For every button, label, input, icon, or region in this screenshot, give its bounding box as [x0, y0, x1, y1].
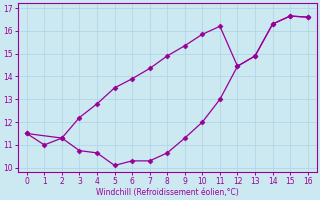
X-axis label: Windchill (Refroidissement éolien,°C): Windchill (Refroidissement éolien,°C)	[96, 188, 239, 197]
